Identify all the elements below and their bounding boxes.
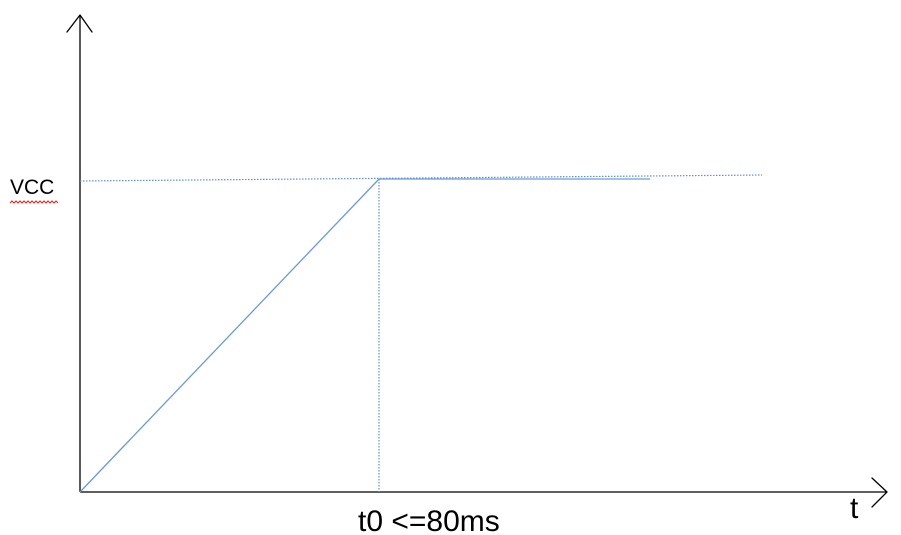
y-axis-arrowhead bbox=[66, 14, 93, 33]
t0-marker-label: t0 <=80ms bbox=[358, 505, 500, 535]
spellcheck-underline bbox=[9, 200, 59, 204]
x-axis-arrowhead bbox=[871, 477, 888, 508]
x-axis-label: t bbox=[850, 492, 859, 525]
vcc-guide-line bbox=[79, 174, 763, 182]
voltage-ramp-line bbox=[79, 178, 380, 493]
vcc-label: VCC bbox=[10, 176, 54, 199]
